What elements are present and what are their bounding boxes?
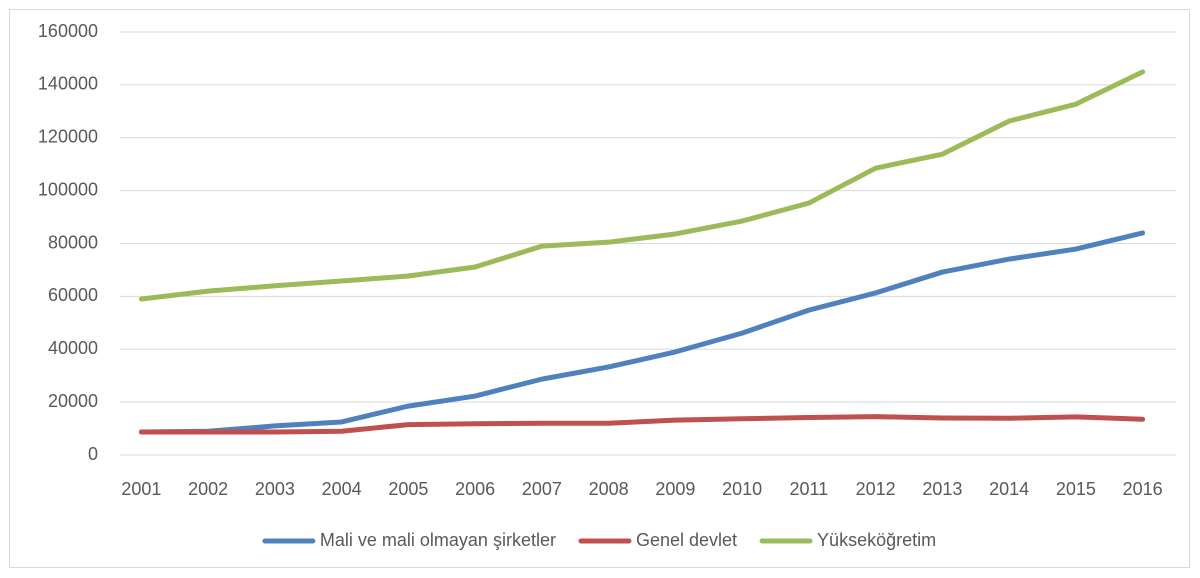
x-tick-label: 2001 bbox=[121, 479, 161, 499]
series-line bbox=[138, 69, 1146, 302]
x-tick-label: 2012 bbox=[856, 479, 896, 499]
x-tick-label: 2005 bbox=[388, 479, 428, 499]
y-tick-label: 120000 bbox=[38, 127, 98, 147]
series-line bbox=[138, 414, 1146, 435]
y-tick-label: 60000 bbox=[48, 285, 98, 305]
x-tick-label: 2007 bbox=[522, 479, 562, 499]
y-tick-label: 100000 bbox=[38, 179, 98, 199]
x-tick-label: 2016 bbox=[1123, 479, 1163, 499]
x-tick-label: 2002 bbox=[188, 479, 228, 499]
series-line bbox=[138, 230, 1146, 435]
x-tick-label: 2014 bbox=[989, 479, 1029, 499]
legend-label: Mali ve mali olmayan şirketler bbox=[320, 530, 556, 550]
y-tick-label: 20000 bbox=[48, 391, 98, 411]
legend-label: Yükseköğretim bbox=[817, 530, 936, 550]
chart-border bbox=[9, 9, 1190, 568]
x-tick-label: 2008 bbox=[589, 479, 629, 499]
legend-label: Genel devlet bbox=[636, 530, 737, 550]
y-tick-label: 40000 bbox=[48, 338, 98, 358]
x-tick-label: 2015 bbox=[1056, 479, 1096, 499]
y-tick-label: 140000 bbox=[38, 74, 98, 94]
x-tick-label: 2013 bbox=[922, 479, 962, 499]
legend: Mali ve mali olmayan şirketler Genel devl… bbox=[262, 530, 936, 550]
y-tick-label: 0 bbox=[88, 444, 98, 464]
x-tick-label: 2003 bbox=[255, 479, 295, 499]
x-tick-label: 2009 bbox=[655, 479, 695, 499]
x-tick-label: 2011 bbox=[790, 479, 829, 499]
x-tick-label: 2010 bbox=[722, 479, 762, 499]
x-tick-label: 2006 bbox=[455, 479, 495, 499]
y-tick-label: 160000 bbox=[38, 21, 98, 41]
y-tick-label: 80000 bbox=[48, 232, 98, 252]
x-tick-label: 2004 bbox=[322, 479, 362, 499]
